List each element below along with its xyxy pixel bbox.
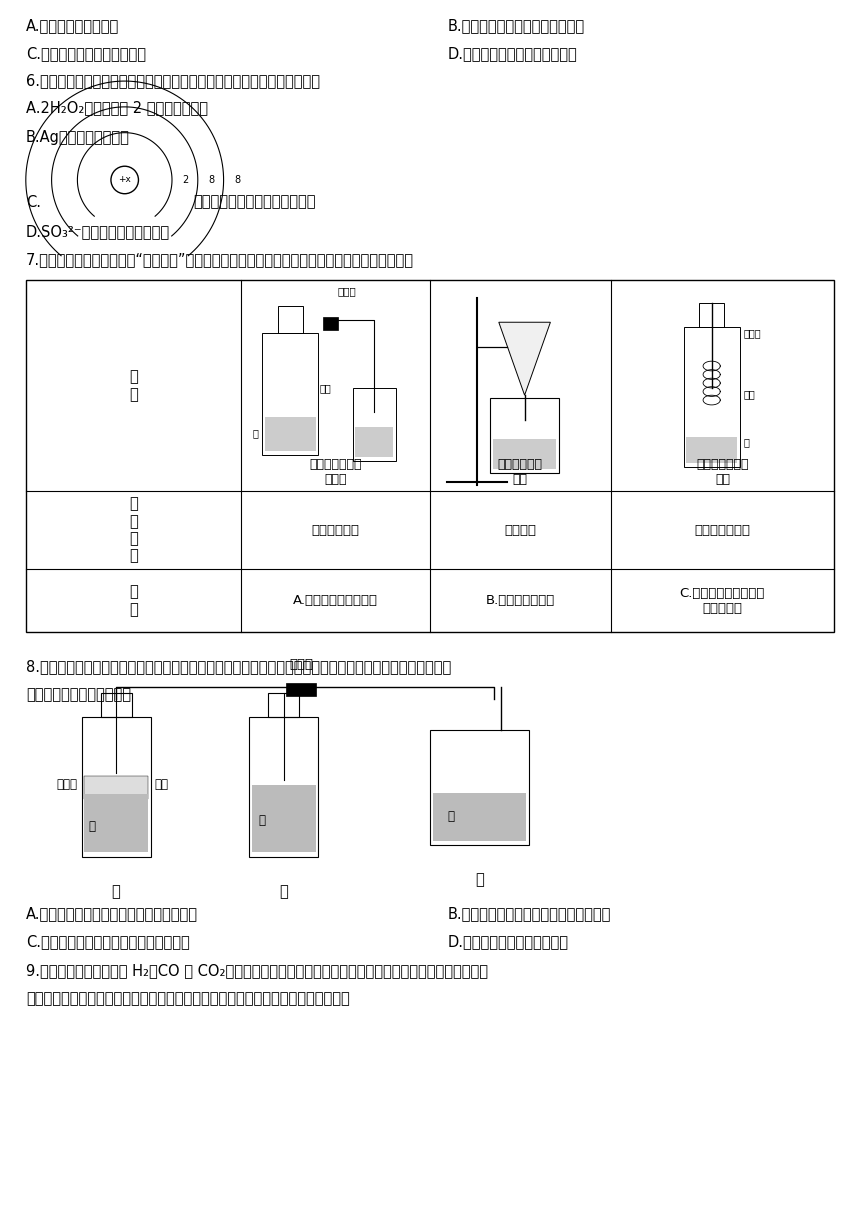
Text: D.丙中，导管内上升一段水柱: D.丙中，导管内上升一段水柱 <box>447 934 568 948</box>
Text: 除去粗盐中的
泥沙: 除去粗盐中的 泥沙 <box>498 458 543 486</box>
Bar <box>252 786 316 852</box>
Text: 选
项: 选 项 <box>129 585 138 617</box>
Text: B.可能是滤纸破损: B.可能是滤纸破损 <box>486 595 555 607</box>
Text: D.SO₃²⁻：只能表示硫酸根离子: D.SO₃²⁻：只能表示硫酸根离子 <box>26 224 170 238</box>
Bar <box>268 693 299 717</box>
Text: B.乙中，铁钉在水面下的部分锈蚀最严重: B.乙中，铁钉在水面下的部分锈蚀最严重 <box>447 906 611 921</box>
Text: 6.化学符号具有独特的学科内涵。下列各项对相关符号含义的说法正确的是: 6.化学符号具有独特的学科内涵。下列各项对相关符号含义的说法正确的是 <box>26 73 320 88</box>
Bar <box>101 693 132 717</box>
Text: A.2H₂O₂：只能表示 2 个过氧化氢分子: A.2H₂O₂：只能表示 2 个过氧化氢分子 <box>26 100 208 114</box>
Bar <box>84 776 148 799</box>
Text: B.生石灰和熟石灰的元素组成不同: B.生石灰和熟石灰的元素组成不同 <box>447 18 584 33</box>
Bar <box>82 717 150 857</box>
Text: 实
验: 实 验 <box>129 370 138 401</box>
Text: 水: 水 <box>252 428 258 438</box>
Text: 红磷: 红磷 <box>319 383 331 393</box>
Bar <box>249 717 318 857</box>
Bar <box>490 398 559 473</box>
Bar <box>262 333 318 455</box>
Text: D.浓盐酸和浓硫酸的挥发性不同: D.浓盐酸和浓硫酸的挥发性不同 <box>447 46 577 61</box>
Bar <box>686 437 737 463</box>
Bar <box>286 683 316 696</box>
Bar <box>699 303 724 327</box>
Text: C.可能是温度未达到铁
丝的着火点: C.可能是温度未达到铁 丝的着火点 <box>679 586 765 614</box>
Text: A.铁和生铁的硬度不同: A.铁和生铁的硬度不同 <box>26 18 119 33</box>
Text: 丙: 丙 <box>475 872 484 886</box>
Text: 测定结果偏大: 测定结果偏大 <box>311 524 359 536</box>
Text: C.甲中，铁钉在植物油内的部分没有锈蚀: C.甲中，铁钉在植物油内的部分没有锈蚀 <box>26 934 189 948</box>
Text: 未看到火星四射: 未看到火星四射 <box>694 524 751 536</box>
Text: 8: 8 <box>234 175 240 185</box>
Bar <box>353 388 396 461</box>
Bar <box>433 793 526 841</box>
Text: 验证氧气的化学
性质: 验证氧气的化学 性质 <box>696 458 749 486</box>
Text: 9.某工业尾气中可能含有 H₂、CO 和 CO₂中的一种或几种，为检验其成分，小明同学按下图装置进行实验时，: 9.某工业尾气中可能含有 H₂、CO 和 CO₂中的一种或几种，为检验其成分，小… <box>26 963 488 978</box>
Text: A.可能是红磷的量不足: A.可能是红磷的量不足 <box>293 595 378 607</box>
Text: 2: 2 <box>182 175 188 185</box>
Text: 水: 水 <box>89 820 95 833</box>
Text: 7.化学实验中常会出现一些“出乎意料”的现象或结果，下列各项对相关异常情况的解释不合理的是: 7.化学实验中常会出现一些“出乎意料”的现象或结果，下列各项对相关异常情况的解释… <box>26 252 414 266</box>
Text: B.Ag：只能表示金属银: B.Ag：只能表示金属银 <box>26 130 130 145</box>
Text: 植物油: 植物油 <box>57 778 77 792</box>
Text: 细线: 细线 <box>155 778 169 792</box>
Text: 水: 水 <box>447 810 454 823</box>
Bar <box>493 439 556 469</box>
Text: 滤液浑浊: 滤液浑浊 <box>504 524 537 536</box>
Text: 细铁丝: 细铁丝 <box>743 328 760 338</box>
Bar <box>265 417 316 451</box>
Bar <box>355 427 393 457</box>
Text: 异
常
情
况: 异 常 情 况 <box>129 496 138 564</box>
Text: 弹簧夹: 弹簧夹 <box>337 286 356 295</box>
Text: C.: C. <box>26 195 40 209</box>
Bar <box>684 327 740 467</box>
Text: 锈蚀。下列说法不正确的是: 锈蚀。下列说法不正确的是 <box>26 687 131 702</box>
Text: 测定空气中氧气
的含量: 测定空气中氧气 的含量 <box>309 458 362 486</box>
Text: 水: 水 <box>743 438 749 447</box>
Text: 乙: 乙 <box>280 884 288 899</box>
Bar <box>84 794 148 852</box>
Bar <box>430 730 529 845</box>
Bar <box>278 306 303 333</box>
Text: ：只能表示氩原子的结构示意图: ：只能表示氩原子的结构示意图 <box>194 195 316 209</box>
Text: 8.如图所示，将两枚光亮的铁钉分别用细线吸置于甲、乙中，并使部分铁钉露出液面。放置一段时间，出现了: 8.如图所示，将两枚光亮的铁钉分别用细线吸置于甲、乙中，并使部分铁钉露出液面。放… <box>26 659 451 674</box>
Text: C.白磷和红磷燃烧的现象不同: C.白磷和红磷燃烧的现象不同 <box>26 46 146 61</box>
Ellipse shape <box>111 167 138 193</box>
Text: A.甲、乙中，气体含氧气的体积分数不相等: A.甲、乙中，气体含氧气的体积分数不相等 <box>26 906 198 921</box>
Bar <box>26 280 834 632</box>
Text: +x: +x <box>119 175 131 185</box>
Text: 甲: 甲 <box>112 884 120 899</box>
Bar <box>322 317 338 330</box>
Text: 水: 水 <box>258 815 265 827</box>
Text: 弹簧夹: 弹簧夹 <box>289 658 313 671</box>
Polygon shape <box>499 322 550 395</box>
Text: 氧气: 氧气 <box>743 389 755 399</box>
Text: 8: 8 <box>208 175 214 185</box>
Text: 观察到黑色固体变红，澄清石灰水变浑浊，由此实验现象得出尾气的组成情况可能有: 观察到黑色固体变红，澄清石灰水变浑浊，由此实验现象得出尾气的组成情况可能有 <box>26 991 349 1006</box>
